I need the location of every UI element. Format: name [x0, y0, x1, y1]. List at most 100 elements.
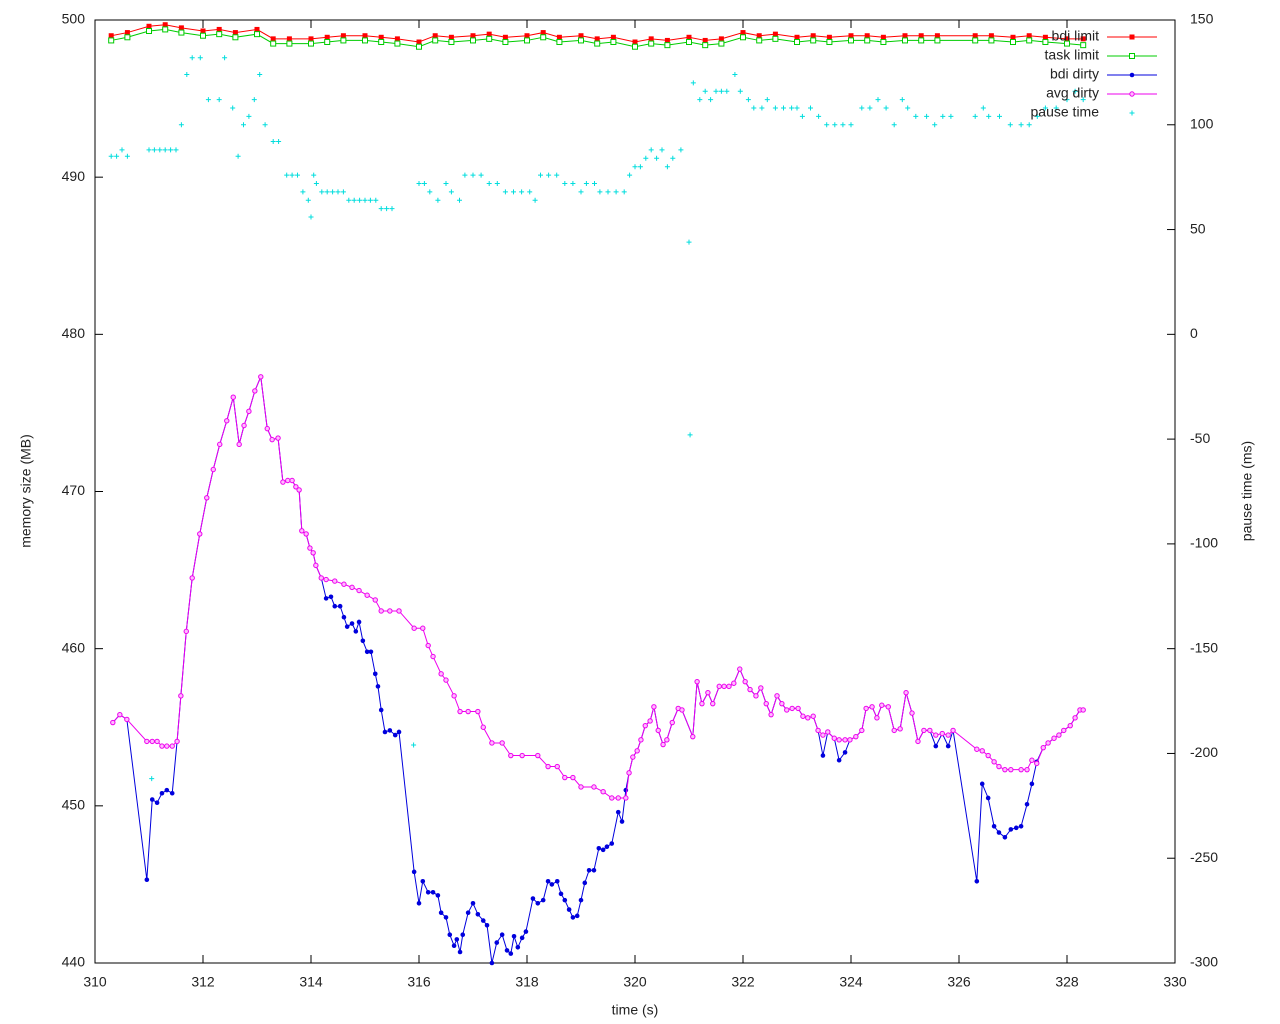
marker	[538, 172, 543, 178]
marker	[300, 189, 306, 195]
marker	[632, 164, 638, 170]
marker	[124, 716, 130, 723]
marker	[664, 737, 670, 743]
marker	[420, 878, 426, 884]
marker	[465, 708, 471, 715]
marker	[344, 624, 350, 629]
marker	[899, 97, 905, 103]
marker	[996, 830, 1002, 835]
legend-marker	[1129, 53, 1135, 59]
marker	[451, 943, 457, 949]
marker	[486, 31, 492, 37]
marker	[632, 39, 638, 45]
marker	[905, 105, 911, 111]
marker	[1056, 732, 1062, 738]
marker	[774, 693, 780, 699]
marker	[362, 33, 368, 39]
marker	[478, 172, 484, 178]
marker	[615, 809, 621, 815]
marker	[836, 737, 842, 743]
marker	[756, 33, 762, 39]
marker	[425, 642, 431, 649]
marker	[494, 940, 500, 945]
marker	[891, 727, 897, 734]
marker	[284, 172, 290, 178]
marker	[604, 844, 610, 849]
marker	[702, 88, 708, 94]
marker	[1042, 39, 1049, 46]
marker	[627, 172, 633, 178]
plot-frame	[94, 19, 1176, 964]
marker	[508, 752, 514, 759]
marker	[210, 466, 216, 473]
marker	[420, 625, 426, 631]
marker	[189, 55, 195, 61]
marker	[699, 700, 705, 707]
marker	[988, 33, 994, 39]
marker	[360, 638, 366, 644]
marker	[648, 36, 654, 42]
marker	[1045, 740, 1051, 746]
marker	[470, 37, 476, 44]
marker	[594, 36, 600, 42]
y2-tick-label: -250	[1190, 849, 1218, 865]
marker	[457, 949, 463, 955]
marker	[902, 37, 908, 44]
marker	[375, 684, 381, 689]
marker	[779, 700, 785, 707]
marker	[986, 113, 992, 119]
marker	[897, 726, 903, 732]
marker	[341, 581, 347, 587]
marker	[494, 180, 500, 186]
marker	[690, 80, 696, 86]
marker	[351, 197, 357, 203]
marker	[1026, 122, 1032, 128]
marker	[504, 948, 510, 953]
legend-label: bdi dirty	[1050, 66, 1099, 82]
marker	[254, 26, 260, 32]
marker	[499, 740, 505, 746]
marker	[985, 752, 991, 759]
marker	[411, 742, 417, 748]
marker	[310, 550, 316, 556]
marker	[241, 422, 247, 429]
marker	[457, 708, 463, 715]
marker	[364, 649, 370, 655]
marker	[737, 88, 743, 94]
marker	[756, 37, 763, 44]
marker	[799, 113, 805, 119]
marker	[759, 105, 765, 111]
marker	[169, 743, 175, 749]
marker	[511, 933, 517, 939]
marker	[330, 189, 336, 195]
marker	[545, 763, 551, 770]
marker	[535, 900, 541, 906]
marker	[974, 878, 980, 884]
marker	[566, 907, 572, 912]
marker	[578, 897, 584, 903]
marker	[690, 733, 696, 740]
marker	[630, 754, 636, 760]
marker	[626, 770, 632, 776]
marker	[737, 666, 743, 672]
marker	[286, 40, 293, 47]
legend: bdi limit task limit bdi dirty avg dirty pau…	[1031, 28, 1157, 120]
marker	[562, 180, 568, 186]
marker	[254, 31, 260, 38]
x-tick-label: 324	[839, 974, 863, 990]
marker	[447, 932, 453, 938]
marker	[972, 33, 978, 39]
marker	[972, 113, 978, 119]
marker	[772, 31, 778, 37]
marker	[1008, 766, 1014, 773]
marker	[362, 37, 368, 44]
marker	[295, 172, 300, 178]
marker	[732, 71, 738, 77]
marker	[110, 719, 116, 726]
marker	[527, 189, 533, 195]
marker	[286, 36, 292, 42]
marker	[460, 932, 466, 938]
marker	[432, 37, 439, 44]
marker	[933, 732, 939, 738]
marker	[832, 122, 838, 128]
